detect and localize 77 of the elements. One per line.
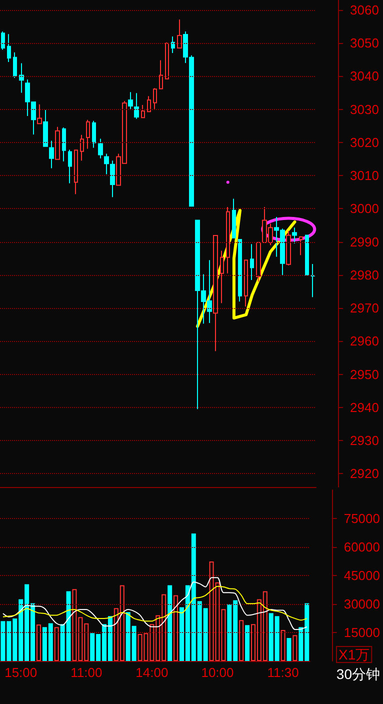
candlestick bbox=[74, 150, 78, 195]
y-tick-label: 30000 bbox=[344, 596, 380, 612]
candlestick bbox=[292, 227, 297, 244]
candlestick bbox=[134, 92, 139, 120]
y-tick-label: 3020 bbox=[350, 134, 379, 150]
line-series bbox=[2, 577, 308, 630]
bar bbox=[286, 638, 292, 661]
bar bbox=[239, 620, 244, 661]
y-tick-label: 2970 bbox=[350, 300, 379, 316]
x-tick-label: 15:00 bbox=[4, 665, 38, 680]
x-tick-label: 11:30 bbox=[267, 665, 299, 680]
candlestick bbox=[171, 36, 175, 54]
y-tick-label: 60000 bbox=[344, 540, 380, 554]
bar bbox=[174, 595, 178, 661]
candlestick bbox=[299, 236, 303, 256]
candlestick bbox=[256, 241, 261, 282]
candlestick bbox=[98, 138, 103, 159]
y-tick-label: 2930 bbox=[350, 433, 379, 448]
bar bbox=[245, 625, 250, 661]
y-tick-label: 2980 bbox=[350, 267, 379, 282]
candlestick bbox=[128, 92, 133, 110]
text: 30分钟 bbox=[336, 666, 380, 682]
candlestick bbox=[220, 250, 224, 304]
y-tick-label: 45000 bbox=[344, 568, 380, 583]
candlestick bbox=[7, 34, 11, 62]
y-tick-label: 3010 bbox=[350, 168, 379, 184]
candlestick bbox=[250, 244, 254, 280]
bar bbox=[292, 635, 298, 661]
candlestick bbox=[86, 119, 90, 150]
candlestick bbox=[19, 62, 24, 94]
candlestick bbox=[159, 60, 163, 90]
candlestick bbox=[226, 206, 230, 274]
y-tick-label: 2940 bbox=[350, 400, 379, 415]
candlestick bbox=[286, 230, 291, 266]
candlestick bbox=[62, 127, 66, 162]
candlestick bbox=[80, 134, 84, 162]
candlestick bbox=[49, 140, 54, 169]
y-tick-label: 3000 bbox=[350, 201, 379, 216]
candlestick bbox=[153, 88, 157, 110]
x-tick-label: 11:00 bbox=[70, 665, 102, 680]
candlestick bbox=[305, 234, 309, 276]
candlestick bbox=[110, 160, 115, 198]
candlestick bbox=[13, 52, 17, 78]
candlestick bbox=[92, 120, 96, 148]
candlestick bbox=[104, 153, 109, 175]
candlestick bbox=[165, 42, 169, 80]
candlestick bbox=[244, 260, 248, 307]
y-tick-label: 15000 bbox=[344, 625, 380, 640]
y-tick-label: 3050 bbox=[350, 36, 379, 51]
bar bbox=[280, 630, 286, 661]
candlestick bbox=[147, 96, 151, 112]
bar bbox=[54, 627, 59, 661]
candlestick bbox=[43, 109, 48, 147]
y-tick-label: 2920 bbox=[350, 466, 379, 482]
x-tick-label: 10:00 bbox=[201, 665, 234, 680]
y-tick-label: 2950 bbox=[350, 366, 379, 382]
y-tick-label: 3030 bbox=[350, 102, 379, 117]
candlestick bbox=[311, 264, 315, 298]
y-tick-label: 3060 bbox=[350, 2, 379, 18]
candlestick bbox=[177, 19, 182, 49]
y-tick-label: 75000 bbox=[344, 511, 380, 526]
bar bbox=[36, 624, 41, 661]
y-tick-label: 3040 bbox=[350, 68, 379, 84]
y-axis-title: X1万 bbox=[338, 646, 370, 662]
x-tick-label: 14:00 bbox=[136, 665, 168, 680]
candlestick bbox=[213, 235, 218, 352]
line-series bbox=[2, 586, 308, 622]
candlestick bbox=[55, 126, 60, 160]
candlestick bbox=[37, 104, 42, 124]
bar bbox=[168, 585, 172, 661]
candlestick bbox=[232, 198, 236, 238]
candlestick bbox=[68, 149, 72, 184]
y-tick-label: 2960 bbox=[350, 334, 379, 349]
candlestick bbox=[1, 30, 5, 50]
y-tick-label: 2990 bbox=[350, 234, 379, 250]
candlestick bbox=[238, 239, 242, 302]
candlestick bbox=[141, 104, 145, 118]
